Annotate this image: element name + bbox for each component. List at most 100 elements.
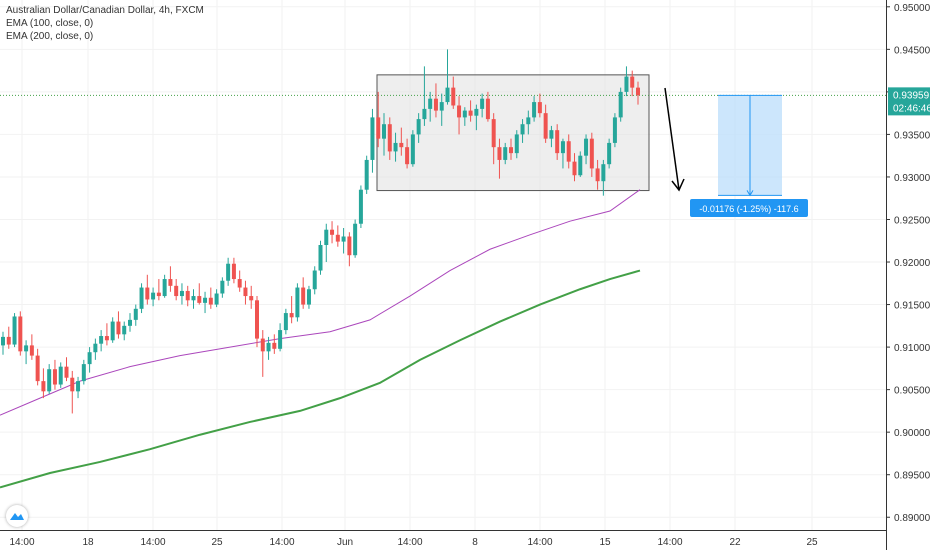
candle-body	[93, 343, 98, 353]
candle-body	[266, 342, 271, 352]
indicator-ema200-label[interactable]: EMA (200, close, 0)	[6, 31, 94, 42]
candle-body	[509, 147, 513, 154]
candle-body	[29, 345, 34, 356]
candle-body	[433, 98, 438, 111]
candle-body	[503, 147, 508, 160]
candle-body	[52, 369, 57, 385]
candle-body	[370, 117, 375, 160]
candle-body	[168, 279, 173, 286]
ema200-line	[0, 269, 641, 489]
symbol-title[interactable]: Australian Dollar/Canadian Dollar, 4h, F…	[6, 5, 204, 16]
price-tick-label: 0.92000	[894, 258, 931, 269]
candle-body	[497, 147, 502, 160]
candle-body	[272, 342, 277, 349]
candle-body	[618, 91, 623, 118]
candle-body	[191, 296, 196, 301]
candle-body	[122, 325, 127, 335]
candle-body	[324, 229, 329, 246]
candle-body	[393, 142, 398, 152]
candle-body	[76, 381, 81, 392]
candle-body	[387, 124, 392, 152]
candle-body	[422, 108, 427, 120]
candle-body	[595, 168, 600, 182]
candle-body	[560, 141, 565, 154]
candle-body	[58, 366, 63, 385]
price-range-measure[interactable]	[718, 94, 782, 197]
time-tick-label: 14:00	[140, 537, 165, 548]
candle-body	[578, 155, 583, 176]
candle-body	[249, 296, 254, 301]
candle-body	[35, 355, 40, 382]
candle-body	[543, 113, 548, 139]
candle-body	[208, 297, 213, 305]
arrow-shaft	[664, 87, 680, 191]
candles	[1, 49, 640, 414]
candle-body	[104, 336, 109, 341]
candle-body	[70, 377, 75, 392]
price-tick-label: 0.91500	[894, 301, 931, 312]
candle-body	[549, 130, 554, 139]
candle-body	[445, 87, 450, 103]
candle-body	[255, 300, 259, 339]
candle-body	[81, 364, 86, 382]
candle-body	[301, 287, 306, 305]
price-tick-label: 0.90000	[894, 428, 931, 439]
price-tick-label: 0.92500	[894, 215, 931, 226]
candle-body	[306, 289, 311, 305]
arrow-head	[671, 178, 685, 192]
candle-body	[133, 308, 138, 320]
price-tag-value: 0.93959	[893, 90, 930, 101]
candle-body	[416, 119, 421, 135]
candle-body	[364, 159, 369, 190]
tradingview-logo[interactable]	[6, 505, 28, 527]
candle-body	[283, 313, 288, 331]
candle-body	[295, 287, 300, 318]
time-tick-label: 25	[806, 537, 818, 548]
candle-body	[358, 189, 363, 224]
candle-body	[87, 352, 92, 365]
candle-body	[6, 336, 11, 345]
candle-body	[572, 161, 577, 176]
candle-body	[514, 134, 519, 154]
candle-body	[162, 279, 167, 297]
ema100-series	[0, 189, 641, 416]
candle-body	[243, 287, 248, 297]
candle-body	[330, 229, 335, 235]
ema200-series	[0, 269, 641, 489]
candle-body	[179, 290, 184, 297]
time-tick-label: Jun	[337, 537, 353, 548]
indicator-ema100-label[interactable]: EMA (100, close, 0)	[6, 18, 94, 29]
candle-body	[485, 98, 490, 120]
candle-body	[601, 164, 606, 182]
candle-body	[405, 147, 410, 165]
candle-body	[462, 110, 467, 118]
time-tick-label: 18	[82, 537, 94, 548]
candle-body	[537, 102, 542, 114]
time-tick-label: 25	[211, 537, 223, 548]
price-tick-label: 0.89500	[894, 471, 931, 482]
candle-body	[128, 319, 132, 326]
price-tick-label: 0.94500	[894, 45, 931, 56]
candle-body	[151, 292, 156, 300]
candle-body	[457, 105, 462, 118]
candle-body	[439, 102, 444, 111]
down-arrow-drawing[interactable]	[664, 87, 685, 192]
candle-body	[347, 236, 352, 256]
candle-body	[468, 110, 473, 116]
candle-body	[526, 117, 531, 125]
candle-body	[451, 87, 456, 106]
measure-label: -0.01176 (-1.25%) -117.6	[690, 199, 808, 217]
price-axis[interactable]: 0.950000.945000.940000.935000.930000.925…	[886, 0, 931, 550]
time-axis[interactable]: 14:00 18 14:00 25 14:00 Jun 14:00 8 14:00 15 14:00…	[0, 530, 886, 549]
candle-body	[231, 263, 236, 280]
grid	[0, 0, 886, 530]
candle-body	[584, 138, 589, 156]
price-tag-countdown: 02:46:46	[893, 103, 932, 114]
candle-body	[156, 292, 161, 297]
candle-body	[612, 117, 617, 143]
chart-legend: Australian Dollar/Canadian Dollar, 4h, F…	[6, 4, 204, 43]
candle-body	[341, 236, 346, 242]
time-tick-label: 14:00	[9, 537, 34, 548]
